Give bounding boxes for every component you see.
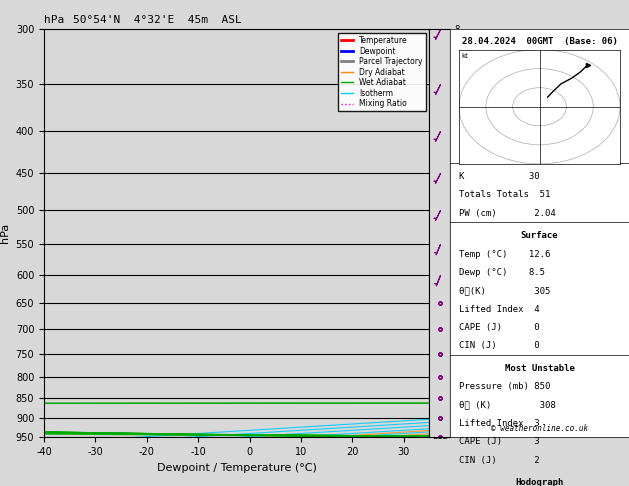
Text: Pressure (mb) 850: Pressure (mb) 850 [459,382,550,391]
Text: LCL: LCL [432,432,447,441]
Text: -1: -1 [452,414,460,423]
Text: -2: -2 [452,372,460,381]
Text: 50°54'N  4°32'E  45m  ASL: 50°54'N 4°32'E 45m ASL [73,15,242,25]
Text: -5: -5 [452,270,460,279]
Text: CAPE (J)      3: CAPE (J) 3 [459,437,540,447]
Text: Temp (°C)    12.6: Temp (°C) 12.6 [459,250,550,259]
Text: hPa: hPa [44,15,64,25]
Text: CIN (J)       2: CIN (J) 2 [459,456,540,465]
Text: Hodograph: Hodograph [515,478,564,486]
Text: CAPE (J)      0: CAPE (J) 0 [459,323,540,332]
Legend: Temperature, Dewpoint, Parcel Trajectory, Dry Adiabat, Wet Adiabat, Isotherm, Mi: Temperature, Dewpoint, Parcel Trajectory… [338,33,426,111]
Text: -3: -3 [452,325,460,334]
Text: -8: -8 [452,25,460,34]
Text: Lifted Index  4: Lifted Index 4 [459,305,540,314]
Text: -6: -6 [452,206,460,215]
Text: Dewp (°C)    8.5: Dewp (°C) 8.5 [459,268,545,277]
Text: Most Unstable: Most Unstable [504,364,574,373]
Text: PW (cm)       2.04: PW (cm) 2.04 [459,209,556,218]
Text: Totals Totals  51: Totals Totals 51 [459,191,550,199]
Text: km
ASL: km ASL [437,29,452,49]
Text: CIN (J)       0: CIN (J) 0 [459,342,540,350]
Text: -7: -7 [452,79,460,88]
Y-axis label: hPa: hPa [0,223,10,243]
Text: Surface: Surface [521,231,559,240]
Text: Lifted Index  3: Lifted Index 3 [459,419,540,428]
Text: θᴇ (K)         308: θᴇ (K) 308 [459,400,556,410]
X-axis label: Dewpoint / Temperature (°C): Dewpoint / Temperature (°C) [157,463,316,473]
Text: 28.04.2024  00GMT  (Base: 06): 28.04.2024 00GMT (Base: 06) [462,37,618,46]
Text: K            30: K 30 [459,172,540,181]
Text: © weatheronline.co.uk: © weatheronline.co.uk [491,424,588,434]
Text: θᴇ(K)         305: θᴇ(K) 305 [459,286,550,295]
